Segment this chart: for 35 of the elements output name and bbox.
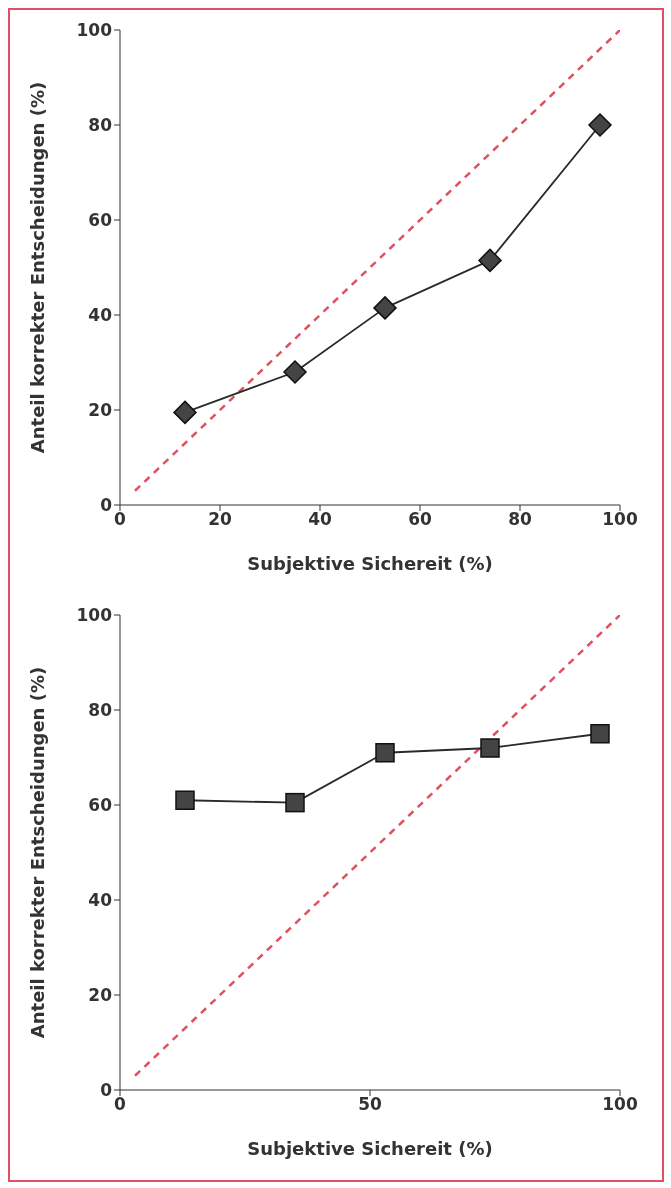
x-tick-label: 60	[408, 509, 432, 530]
x-tick-label: 20	[208, 509, 232, 530]
y-tick-label: 60	[88, 210, 113, 231]
x-tick-label: 100	[602, 509, 638, 530]
point	[173, 400, 197, 425]
point	[588, 113, 612, 137]
y-tick-label: 80	[88, 115, 113, 136]
y-tick-label: 40	[88, 305, 113, 326]
y-tick-label: 60	[88, 795, 113, 816]
point	[285, 792, 305, 813]
x-tick-label: 0	[114, 1094, 127, 1115]
point	[373, 296, 397, 320]
y-tick-label: 0	[100, 1080, 113, 1101]
x-tick-label: 40	[308, 509, 332, 530]
x-tick-label: 80	[508, 509, 532, 530]
point	[175, 790, 195, 810]
point	[375, 743, 395, 763]
point	[480, 738, 500, 758]
y-tick-label: 20	[88, 400, 113, 421]
y-axis-title: Anteil korrekter Entscheidungen (%)	[27, 666, 49, 1039]
point	[590, 724, 610, 744]
y-tick-label: 100	[76, 20, 113, 41]
y-tick-label: 80	[88, 700, 113, 721]
x-tick-label: 50	[358, 1094, 382, 1115]
x-tick-label: 100	[602, 1094, 638, 1115]
y-tick-label: 20	[88, 985, 113, 1006]
x-axis-title: Subjektive Sichereit (%)	[247, 552, 493, 574]
y-tick-label: 0	[100, 495, 113, 516]
y-axis-title: Anteil korrekter Entscheidungen (%)	[27, 81, 49, 454]
point	[478, 248, 502, 273]
x-tick-label: 0	[114, 509, 127, 530]
y-tick-label: 40	[88, 890, 113, 911]
y-tick-label: 100	[76, 605, 113, 626]
point	[283, 360, 307, 384]
x-axis-title: Subjektive Sichereit (%)	[247, 1137, 493, 1159]
